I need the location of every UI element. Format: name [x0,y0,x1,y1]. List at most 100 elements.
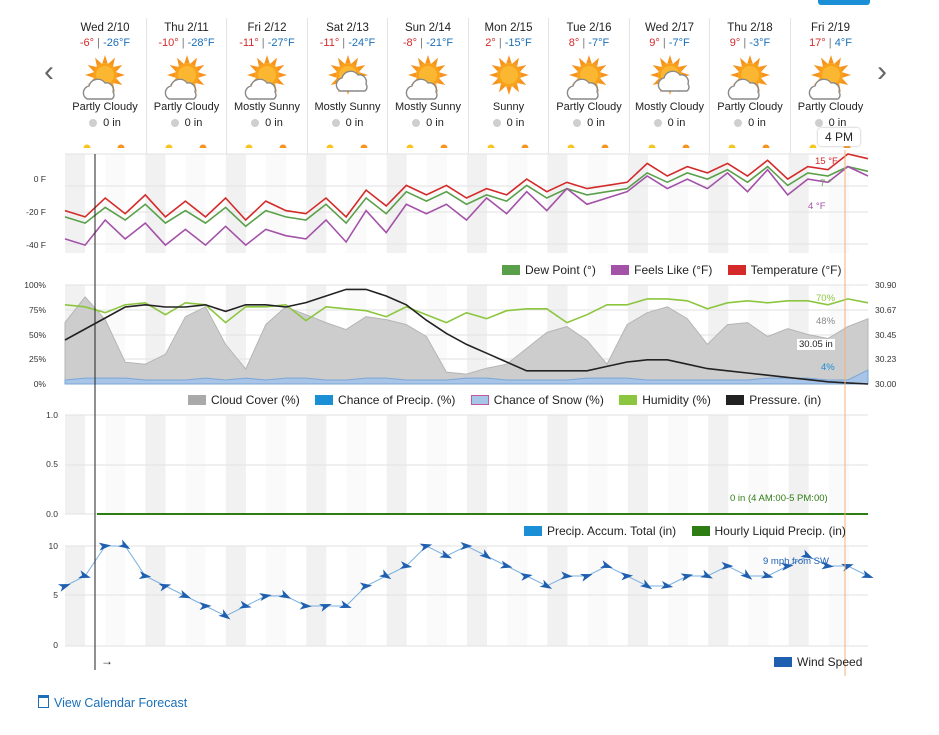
feelslike-line [64,165,869,247]
panel-band [346,285,367,384]
day-temps: 9° | -7°F [649,37,690,49]
sun-markers [245,144,287,148]
sun-markers [406,144,448,148]
day-date: Thu 2/11 [164,22,209,34]
low-temp: 4°F [834,37,852,49]
day-temps: 9° | -3°F [729,37,771,49]
panel-band [547,154,568,253]
raindrop-icon [734,119,743,127]
day-precip: 0 in [147,117,227,129]
panel-band [507,546,528,646]
mostly-sunny-icon [388,53,468,101]
panel-band [346,415,367,514]
panel-band [426,285,447,384]
pressure-ytick: 30.67 [875,305,897,315]
day-date: Sat 2/13 [326,22,369,34]
day-card[interactable]: Fri 2/12 -11° | -27°F Mostly Sunny 0 in [226,18,307,156]
partly-cloudy-icon [147,53,227,101]
day-condition: Mostly Sunny [314,101,381,113]
day-card[interactable]: Wed 2/10 -6° | -26°F Partly Cloudy 0 in [65,18,145,156]
high-temp: -6° [79,37,95,49]
day-card[interactable]: Sat 2/13 -11° | -24°F Mostly Sunny 0 in [306,18,388,156]
day-card[interactable]: Tue 2/16 8° | -7°F Partly Cloudy 0 in [548,18,629,156]
temp-ytick: 0 F [33,174,46,184]
panel-band [748,154,769,253]
wind-arrow-icon [118,539,131,550]
wind-arrow-icon [199,602,212,611]
pressure-line [64,288,869,385]
panel-band [65,415,86,514]
partly-cloudy-icon [710,53,790,101]
panel-band [587,415,608,514]
panel-band [547,285,568,384]
day-date: Sun 2/14 [404,22,452,34]
panel-band [306,546,327,646]
day-card[interactable]: Sun 2/14 -8° | -21°F Mostly Sunny 0 in [387,18,468,156]
day-temps: -11° | -24°F [319,37,376,49]
panel-band [788,154,809,253]
pressure-ytick: 30.00 [875,379,897,389]
panel-band [467,285,488,384]
view-calendar-forecast-link[interactable]: View Calendar Forecast [38,695,187,710]
wind-arrow-icon [218,609,231,620]
day-temps: -8° | -21°F [402,37,454,49]
panel-band [386,546,407,646]
wind-arrow-icon [660,581,674,589]
top-button[interactable] [818,0,870,5]
day-precip: 0 in [791,117,871,129]
panel-band [426,154,447,253]
panel-band [306,285,327,384]
raindrop-icon [89,119,98,127]
day-card[interactable]: Mon 2/15 2° | -15°F Sunny 0 in [467,18,549,156]
panel-band [668,154,689,253]
high-temp: 9° [649,37,660,49]
panel-band [627,154,648,253]
low-temp: -3°F [749,37,771,49]
wind-arrow-icon [238,600,252,609]
high-temp: 17° [809,37,826,49]
raindrop-icon [251,119,260,127]
low-temp: -7°F [588,37,610,49]
wind-arrow-icon [639,579,653,590]
wind-arrow-icon [479,549,492,560]
previous-days-arrow[interactable]: ‹ [44,55,54,88]
raindrop-icon [653,119,662,127]
wind-arrow-icon [57,583,71,592]
wind-arrow-icon [760,570,774,579]
panel-band [668,415,689,514]
precip-ytick: 0.0 [46,509,58,519]
panel-band [426,415,447,514]
wind-arrow-icon [278,589,292,599]
day-card[interactable]: Wed 2/17 9° | -7°F Mostly Cloudy 0 in [628,18,710,156]
panel-band [708,154,729,253]
day-condition: Partly Cloudy [797,101,864,113]
panel-band [386,415,407,514]
day-precip: 0 in [65,117,145,129]
wind-ytick: 5 [53,590,58,600]
day-precip: 0 in [469,117,549,129]
pressure-ytick: 30.23 [875,354,897,364]
sun-markers [83,144,125,148]
day-condition: Partly Cloudy [717,101,783,113]
day-date: Wed 2/17 [644,22,694,34]
panel-band [65,154,86,253]
panel-band [587,285,608,384]
panel-band [507,415,528,514]
panel-band [627,285,648,384]
panel-band [386,285,407,384]
wind-arrow-icon [339,600,352,608]
low-temp: -24°F [348,37,376,49]
precip-ytick: 1.0 [46,410,58,420]
panel-band [587,546,608,646]
day-card[interactable]: Thu 2/18 9° | -3°F Partly Cloudy 0 in [709,18,790,156]
day-date: Tue 2/16 [566,22,612,34]
high-temp: 9° [729,37,741,49]
raindrop-icon [814,119,823,127]
current-time-label: 4 PM [818,128,861,146]
wind-arrow-icon [419,543,433,552]
wind-arrow-icon [299,601,312,610]
day-card[interactable]: Thu 2/11 -10° | -28°F Partly Cloudy 0 in [145,18,227,156]
next-days-arrow[interactable]: › [877,55,887,88]
day-card[interactable]: Fri 2/19 17° | 4°F Partly Cloudy 0 in [789,18,871,156]
panel-band [105,415,126,514]
